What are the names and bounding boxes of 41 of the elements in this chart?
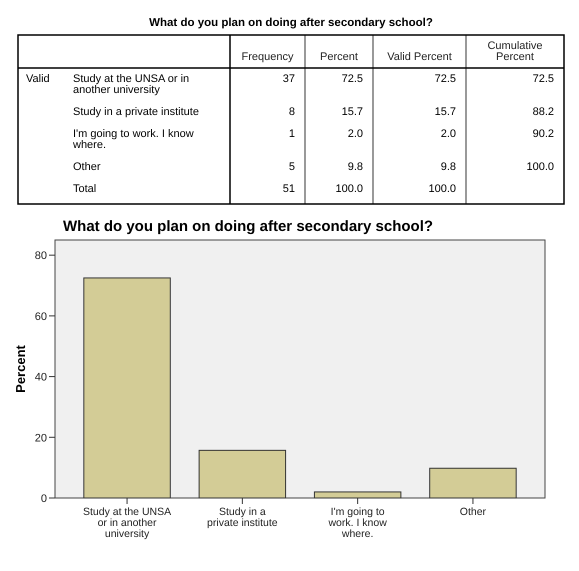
text: Valid	[26, 73, 50, 85]
data-label: 2.0	[348, 128, 363, 140]
y-tick-label: 80	[34, 250, 47, 262]
data-label: 15.7	[342, 106, 363, 118]
data-label: 72.5	[342, 73, 363, 85]
data-label: 5	[288, 161, 295, 173]
x-tick-label: Study in a private institute	[207, 506, 278, 529]
text: Study at the UNSA or in another university	[73, 73, 190, 96]
x-tick-label: Study at the UNSA or in another university	[82, 506, 172, 540]
data-label: 90.2	[532, 128, 554, 140]
y-tick-label: 0	[40, 493, 47, 505]
data-label: 100.0	[335, 183, 363, 195]
data-label: 1	[288, 128, 295, 140]
data-label: 100.0	[428, 183, 456, 195]
category-label: Cumulative Percent	[487, 40, 543, 63]
data-label: 72.5	[532, 73, 554, 85]
text: What do you plan on doing after secondary school?	[149, 17, 433, 29]
text: Study in a private institute	[73, 106, 199, 118]
data-label: 51	[282, 183, 295, 195]
data-label: 88.2	[532, 106, 554, 118]
text: Total	[73, 183, 96, 195]
data-label: 15.7	[434, 106, 456, 118]
x-tick-label: Other	[460, 506, 487, 518]
data-label: 72.5	[434, 73, 456, 85]
category-label: Frequency	[242, 51, 294, 63]
y-tick-label: 60	[34, 310, 47, 323]
data-label: 2.0	[440, 128, 456, 140]
y-tick-label: 20	[34, 432, 47, 444]
data-label: 9.8	[440, 161, 456, 173]
x-tick-label: I'm going to work. I know where.	[327, 506, 388, 540]
data-label: 8	[288, 106, 295, 118]
category-label: Valid Percent	[387, 51, 452, 63]
data-label: 37	[282, 73, 295, 85]
data-label: 9.8	[348, 161, 363, 173]
data-label: 100.0	[526, 161, 554, 173]
chart-title: What do you plan on doing after secondary school?	[63, 218, 434, 235]
text: I'm going to work. I know where.	[72, 128, 194, 151]
y-tick-label: 40	[34, 372, 47, 384]
category-label: Percent	[320, 51, 358, 63]
text: Other	[73, 161, 101, 173]
y-axis-title: Percent	[13, 344, 28, 393]
